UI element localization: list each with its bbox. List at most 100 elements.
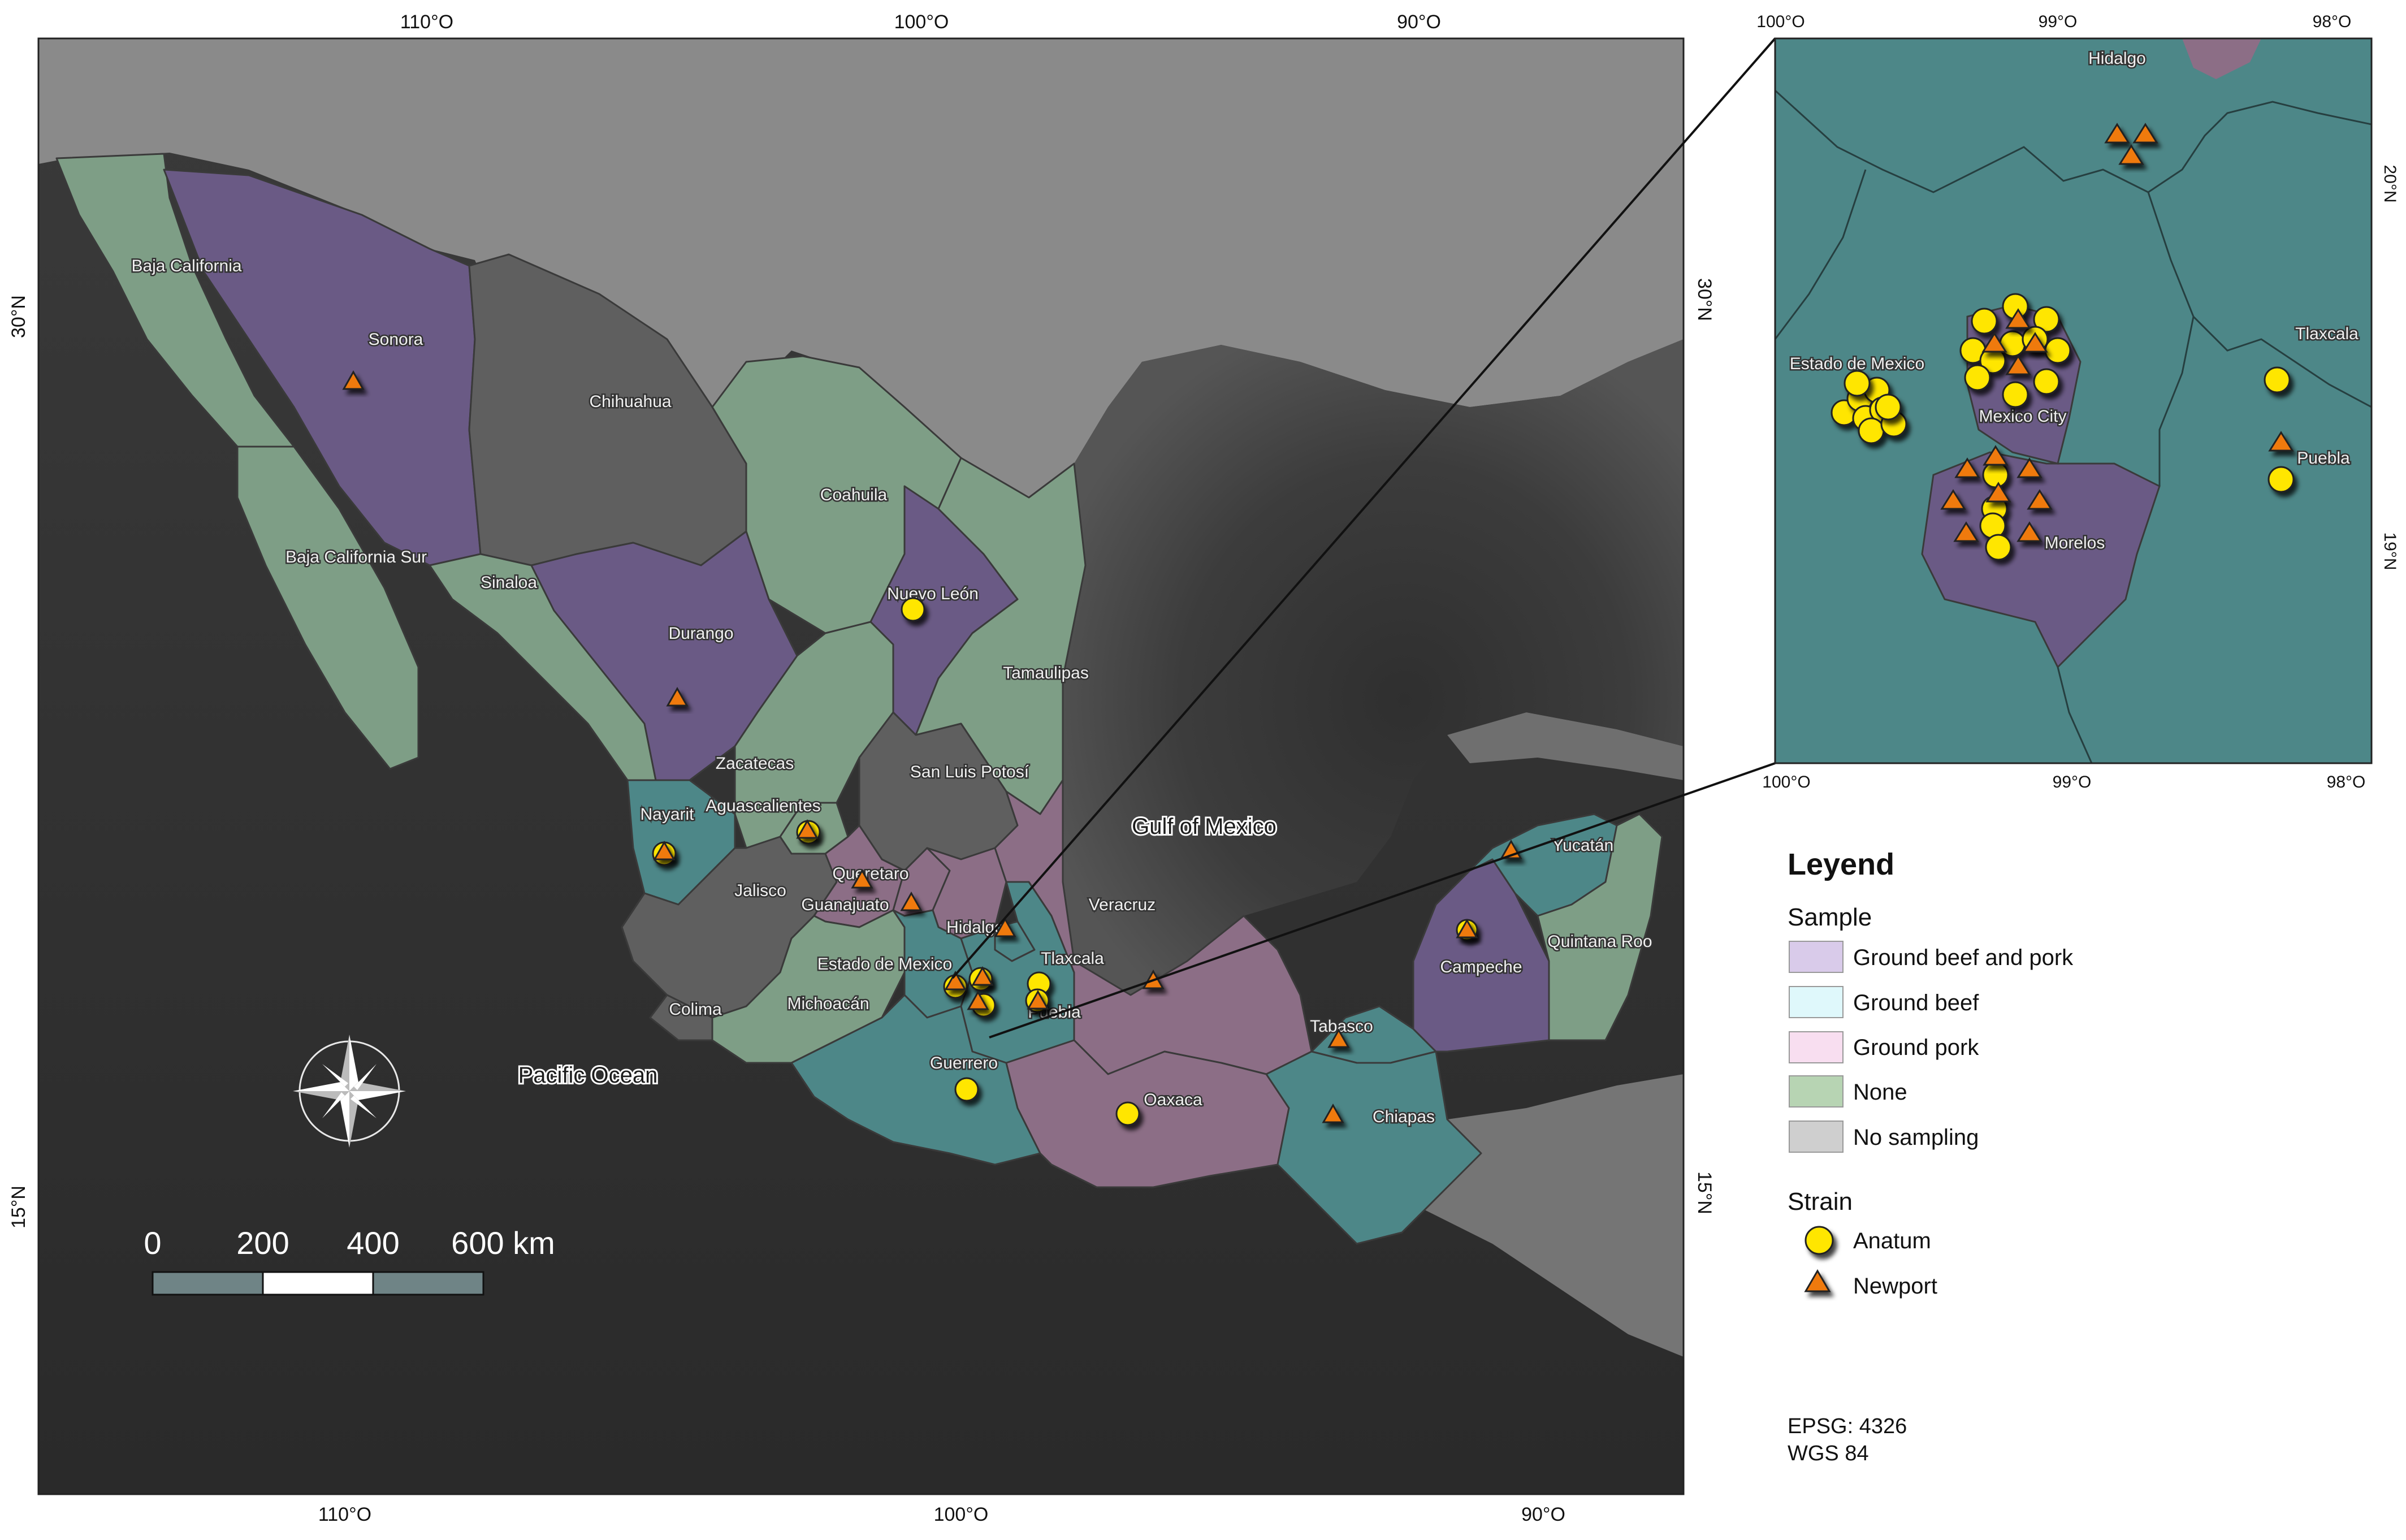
inset-tick-bottom: 99°O [2053,773,2092,791]
scale-label: 0 [144,1225,161,1261]
gulf-of-mexico-label: Gulf of Mexico [1132,814,1276,839]
state-label: Hidalgo [946,918,1004,937]
tick-left: 30°N [8,295,29,338]
legend-swatch-beef-pork [1789,941,1844,973]
tick-right: 30°N [1694,278,1715,321]
main-map-ticks: 110°O 100°O 90°O 110°O 100°O 90°O 30°N 1… [8,11,1715,1525]
main-map-frame [37,37,1685,1495]
legend-item-label: No sampling [1853,1125,1979,1150]
newport-point [900,891,923,911]
inset-tick-right: 19°N [2381,532,2399,570]
state-label: Nuevo León [887,585,979,603]
anatum-point [1115,1101,1140,1126]
anatum-point [2033,368,2060,395]
newport-point [342,370,365,390]
newport-point [1981,332,2007,353]
state-label: Campeche [1440,958,1522,976]
legend-item-label: Ground beef [1853,990,1979,1015]
state-label: Baja California [131,257,241,275]
newport-point [1456,918,1478,938]
state-label: Oaxaca [1144,1091,1202,1109]
state-label: Durango [668,624,733,643]
newport-point [666,686,689,707]
legend-swatch-none [1789,1075,1844,1108]
legend-sample-title: Sample [1788,903,1872,931]
state-labels: Baja California Sonora Chihuahua Coahuil… [130,256,1654,1128]
newport-point [2022,332,2048,353]
scale-label: 400 [347,1225,399,1261]
gulf-of-mexico-area [1063,339,1684,995]
tick-right: 15°N [1694,1171,1715,1214]
inset-tick-top: 100°O [1756,12,1805,31]
usa-land [38,38,1684,498]
inset-map-frame [1774,37,2373,764]
inset-hidalgo-region [2182,38,2261,79]
state-label: Michoacán [787,994,869,1013]
anatum-point [954,1077,979,1102]
anatum-point [2033,306,2060,333]
legend-item-label: None [1853,1080,1907,1105]
newport-point [1322,1103,1344,1123]
state-label: Guanajuato [801,896,889,914]
state-label: Tabasco [1310,1017,1373,1036]
legend-swatch-no-sampling [1789,1121,1844,1153]
anatum-point [2002,381,2029,408]
inset-tick-bottom: 98°O [2327,773,2366,791]
newport-point [796,819,819,839]
inset-tick-right: 20°N [2381,165,2399,202]
legend-item-label: Ground beef and pork [1853,945,2074,970]
state-label: Queretaro [832,864,908,883]
anatum-point [1858,417,1885,444]
anatum-point [1875,393,1902,421]
state-chiapas[interactable] [1265,1050,1482,1245]
newport-point [1954,457,1980,478]
newport-point [2268,431,2294,452]
state-label: Jalisco [734,881,786,900]
newport-point [1985,482,2011,503]
tick-top: 110°O [400,11,453,33]
legend-datum: WGS 84 [1788,1442,1869,1465]
inset-map-ticks: 100°O 99°O 98°O 100°O 99°O 98°O 20°N 19°… [1756,12,2399,791]
state-label: Quintana Roo [1547,932,1652,951]
anatum-point [1985,534,2012,561]
state-label: Sinaloa [481,573,537,592]
newport-point [653,840,676,860]
state-baja-california-sur[interactable] [236,445,419,770]
tick-bottom: 100°O [934,1504,989,1525]
state-label: Sonora [369,330,423,349]
state-label: Guerrero [930,1054,998,1072]
states-layer [55,153,1663,1245]
newport-point [1953,521,1979,542]
newport-point [2016,521,2042,542]
state-label: Estado de Mexico [817,955,952,974]
newport-point [967,990,989,1010]
state-label: Coahuila [820,486,888,504]
state-colima[interactable] [649,994,713,1041]
main-sample-points [342,370,1522,1126]
legend-item-label: Newport [1853,1274,1937,1299]
inset-boundaries [1775,89,2372,763]
state-label: Baja California Sur [285,548,427,566]
state-label: San Luis Potosí [910,763,1029,781]
newport-point [851,868,873,889]
inset-tick-top: 99°O [2039,12,2078,31]
state-quintana-roo[interactable] [1537,813,1663,1041]
anatum-point [1844,370,1871,397]
state-label: Chiapas [1373,1108,1435,1126]
legend-item-label: Ground pork [1853,1035,1979,1060]
newport-point [2104,123,2130,144]
inset-label: Mexico City [1979,407,2066,426]
legend-anatum-icon [1805,1226,1834,1255]
newport-point [1027,989,1049,1010]
anatum-point [2267,466,2295,493]
inset-map: Hidalgo Estado de Mexico Mexico City Mor… [1775,38,2372,763]
legend-swatch-pork [1789,1031,1844,1063]
anatum-point [1971,308,1998,335]
inset-tick-top: 98°O [2313,12,2352,31]
state-label: Aguascalientes [706,797,820,815]
scale-bar: 0 200 400 600 km [144,1225,555,1296]
newport-point [2118,144,2144,165]
inset-label: Tlaxcala [2295,325,2359,343]
newport-point [2132,123,2158,144]
state-label: Tamaulipas [1003,664,1089,682]
